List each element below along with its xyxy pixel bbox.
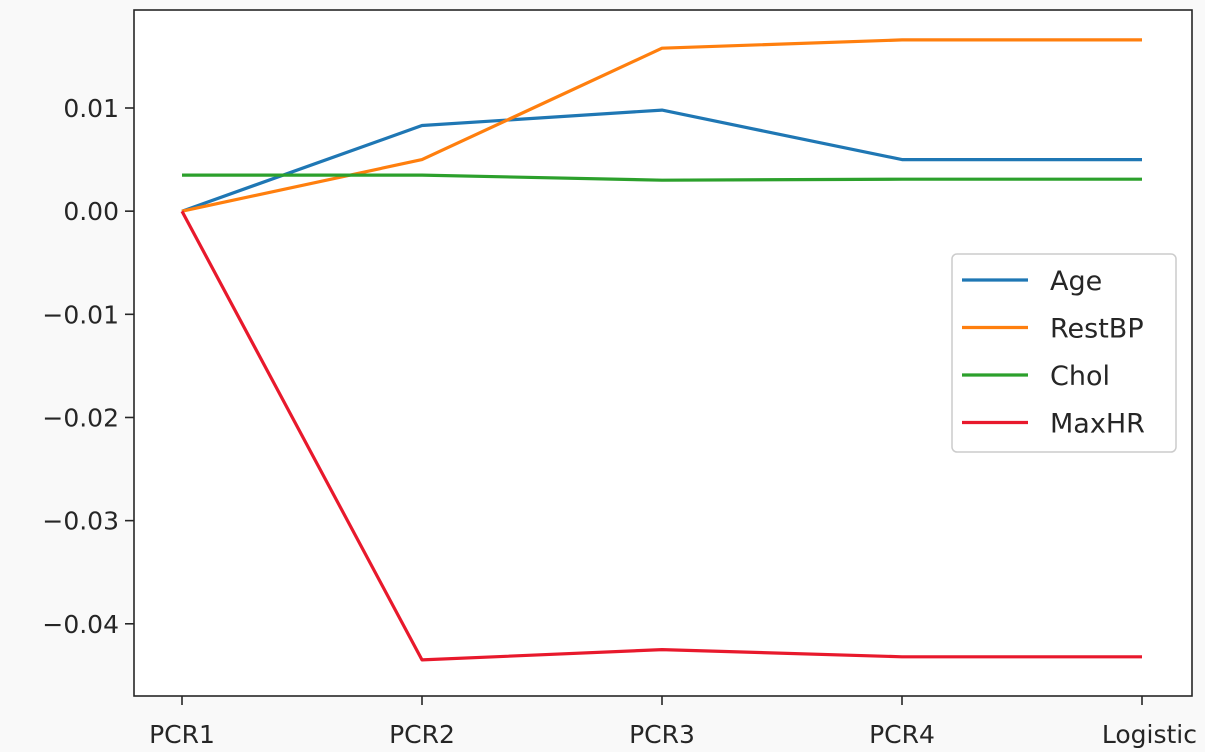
x-tick-label: PCR4 — [869, 720, 935, 749]
x-axis: PCR1 PCR2 PCR3 PCR4 Logistic — [149, 696, 1197, 749]
legend-label-chol: Chol — [1050, 361, 1110, 392]
y-axis: 0.01 0.00 −0.01 −0.02 −0.03 −0.04 — [42, 94, 134, 639]
y-tick-label: −0.01 — [42, 300, 119, 329]
x-tick-label: PCR1 — [149, 720, 215, 749]
y-tick-label: −0.02 — [42, 403, 119, 432]
series-line-age — [181, 108, 1142, 213]
series-line-chol — [182, 173, 1142, 182]
x-tick-label: PCR2 — [389, 720, 455, 749]
plot-frame — [133, 9, 1193, 697]
y-tick-label: 0.00 — [63, 197, 119, 226]
y-tick-label: −0.03 — [42, 507, 119, 536]
legend-label-restbp: RestBP — [1050, 314, 1144, 345]
series-line-maxhr — [180, 210, 1142, 662]
x-tick-label: PCR3 — [629, 720, 695, 749]
x-tick-label: Logistic — [1102, 720, 1197, 749]
legend: Age RestBP Chol MaxHR — [951, 253, 1177, 453]
series-line-restbp — [181, 38, 1142, 213]
y-tick-label: −0.04 — [42, 610, 119, 639]
y-tick-label: 0.01 — [63, 94, 119, 123]
legend-label-age: Age — [1050, 266, 1102, 297]
legend-box — [951, 253, 1177, 453]
legend-label-maxhr: MaxHR — [1050, 409, 1145, 440]
series-layer — [180, 38, 1142, 662]
